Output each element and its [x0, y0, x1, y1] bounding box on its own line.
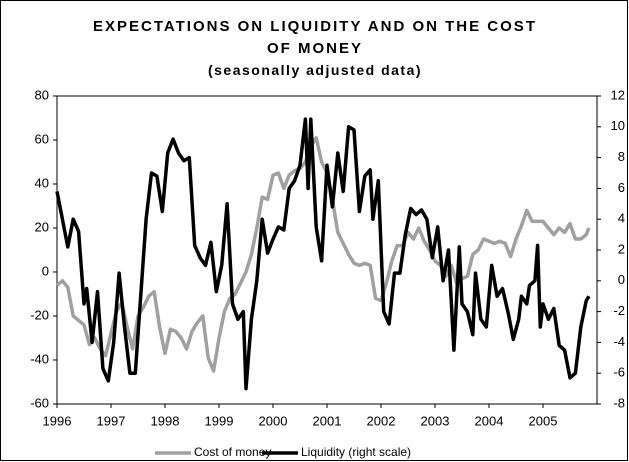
chart-subtitle: (seasonally adjusted data) — [207, 62, 423, 78]
x-tick-label: 1997 — [97, 413, 126, 428]
x-tick-label: 2005 — [529, 413, 558, 428]
y2-tick-label: -4 — [613, 334, 625, 349]
y-tick-label: -60 — [30, 395, 49, 410]
x-tick-label: 2003 — [421, 413, 450, 428]
y-tick-label: -20 — [30, 307, 49, 322]
y2-tick-label: -2 — [613, 303, 625, 318]
y-tick-label: -40 — [30, 351, 49, 366]
x-tick-label: 2001 — [313, 413, 342, 428]
x-tick-label: 2002 — [367, 413, 396, 428]
x-tick-label: 1996 — [43, 413, 72, 428]
y2-tick-label: 0 — [618, 272, 625, 287]
y2-tick-label: 8 — [618, 149, 625, 164]
x-tick-label: 1998 — [151, 413, 180, 428]
series-line — [55, 117, 591, 391]
y2-tick-label: 12 — [611, 87, 625, 102]
series-line — [55, 136, 591, 373]
chart-title: EXPECTATIONS ON LIQUIDITY AND ON THE COS… — [93, 18, 537, 57]
y-tick-label: 80 — [35, 87, 49, 102]
y-tick-label: 20 — [35, 219, 49, 234]
legend-label: Liquidity (right scale) — [301, 445, 411, 459]
y2-tick-label: -8 — [613, 395, 625, 410]
y2-tick-label: -6 — [613, 365, 625, 380]
y2-tick-label: 10 — [611, 118, 625, 133]
y-tick-label: 0 — [42, 263, 49, 278]
x-tick-label: 1999 — [205, 413, 234, 428]
y2-tick-label: 2 — [618, 241, 625, 256]
legend-label: Cost of money — [194, 445, 271, 459]
x-tick-label: 2004 — [475, 413, 504, 428]
y-tick-label: 40 — [35, 175, 49, 190]
y-tick-label: 60 — [35, 131, 49, 146]
y2-tick-label: 4 — [618, 211, 625, 226]
x-tick-label: 2000 — [259, 413, 288, 428]
y2-tick-label: 6 — [618, 180, 625, 195]
